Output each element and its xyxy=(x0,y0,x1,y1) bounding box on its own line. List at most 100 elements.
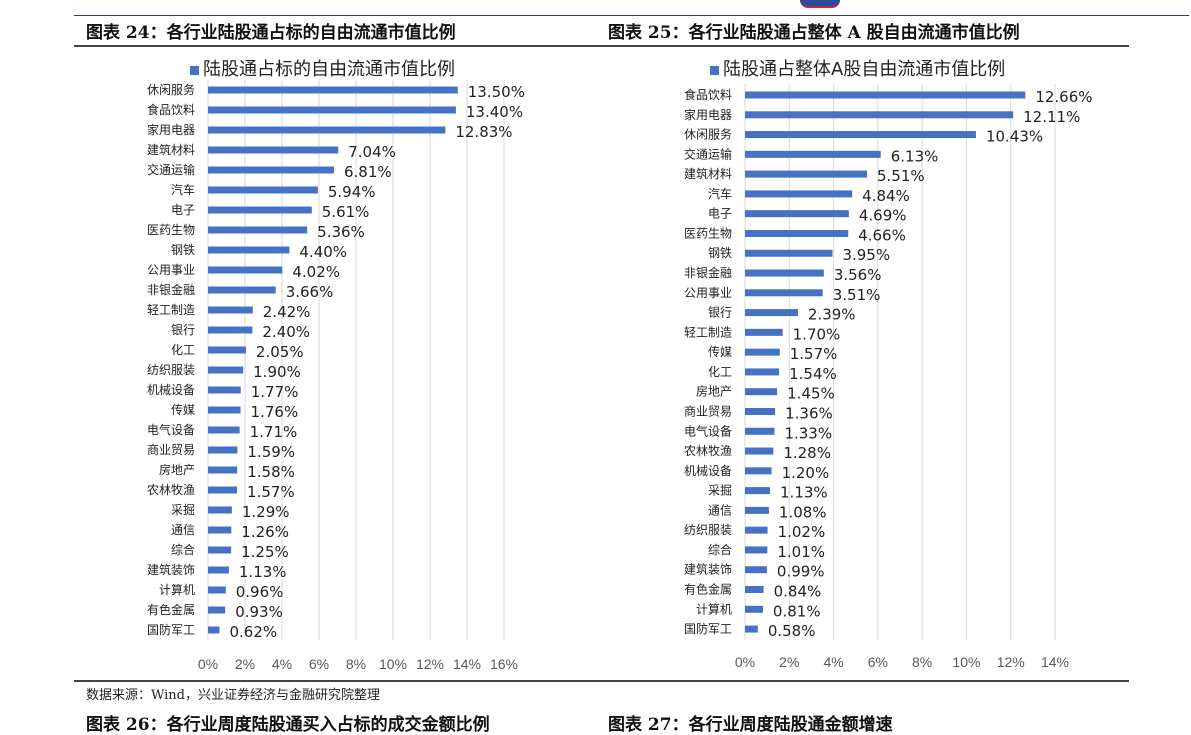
data-label: 4.02% xyxy=(292,263,340,281)
category-label: 计算机 xyxy=(696,601,732,616)
bar xyxy=(208,346,246,354)
category-label: 非银金融 xyxy=(147,282,195,297)
bar xyxy=(208,586,226,594)
category-label: 银行 xyxy=(708,306,732,320)
bar xyxy=(208,226,308,234)
category-label: 钢铁 xyxy=(708,246,732,260)
category-label: 公用事业 xyxy=(147,263,195,277)
category-label: 纺织服装 xyxy=(684,523,732,537)
bar xyxy=(745,210,849,218)
data-label: 1.45% xyxy=(787,385,835,403)
bar xyxy=(208,386,241,394)
left-legend: 陆股通占标的自由流通市值比例 xyxy=(190,55,455,81)
data-label: 0.99% xyxy=(777,563,825,581)
category-label: 传媒 xyxy=(708,344,732,359)
x-tick-label: 2% xyxy=(779,654,799,670)
bar xyxy=(208,366,244,374)
data-label: 0.62% xyxy=(229,623,277,641)
right-legend: 陆股通占整体A股自由流通市值比例 xyxy=(710,55,1005,81)
bar xyxy=(745,487,771,495)
category-label: 交通运输 xyxy=(684,146,732,161)
category-label: 建筑装饰 xyxy=(684,562,732,577)
bar xyxy=(745,467,772,475)
bar xyxy=(208,306,253,314)
category-label: 国防军工 xyxy=(147,622,195,637)
bar xyxy=(208,86,458,94)
data-label: 1.13% xyxy=(780,484,828,502)
title-rule xyxy=(74,45,1129,47)
bar xyxy=(208,206,312,214)
bar xyxy=(745,407,776,415)
data-label: 1.76% xyxy=(251,403,299,421)
bar xyxy=(745,309,798,317)
data-label: 1.57% xyxy=(247,483,295,501)
category-label: 汽车 xyxy=(171,182,195,197)
data-label: 5.51% xyxy=(877,167,925,185)
category-label: 有色金属 xyxy=(684,582,732,597)
top-rule xyxy=(74,15,1189,16)
bar xyxy=(745,506,769,514)
category-label: 食品饮料 xyxy=(684,87,732,102)
bar xyxy=(208,466,238,474)
category-label: 电气设备 xyxy=(147,422,195,437)
source-rule xyxy=(74,680,1129,682)
category-label: 非银金融 xyxy=(684,265,732,280)
data-label: 3.56% xyxy=(834,266,882,284)
data-label: 0.81% xyxy=(773,602,821,620)
category-label: 交通运输 xyxy=(147,162,195,177)
category-label: 医药生物 xyxy=(684,226,732,240)
bar xyxy=(745,368,780,376)
bar xyxy=(745,328,783,336)
bar xyxy=(745,249,833,257)
bar xyxy=(745,190,853,198)
data-label: 1.71% xyxy=(250,423,298,441)
data-label: 4.84% xyxy=(862,187,910,205)
bar xyxy=(208,126,446,134)
bar xyxy=(208,266,283,274)
category-label: 休闲服务 xyxy=(684,127,732,142)
bar xyxy=(208,626,220,634)
bar xyxy=(745,348,780,356)
category-label: 食品饮料 xyxy=(147,102,195,117)
data-label: 1.90% xyxy=(253,363,301,381)
category-label: 化工 xyxy=(708,365,732,379)
bar xyxy=(208,326,253,334)
data-label: 3.95% xyxy=(842,246,890,264)
category-label: 钢铁 xyxy=(171,243,195,257)
bar xyxy=(745,388,778,396)
bar xyxy=(745,566,767,574)
data-label: 6.81% xyxy=(344,163,392,181)
data-label: 0.84% xyxy=(774,583,822,601)
category-label: 建筑材料 xyxy=(684,166,732,181)
category-label: 通信 xyxy=(171,523,195,537)
category-label: 轻工制造 xyxy=(684,325,732,339)
category-label: 家用电器 xyxy=(684,107,732,122)
bar xyxy=(208,146,339,154)
bar xyxy=(745,111,1014,119)
category-label: 银行 xyxy=(171,323,195,337)
data-label: 2.39% xyxy=(808,306,856,324)
category-label: 电气设备 xyxy=(684,423,732,438)
data-label: 1.70% xyxy=(793,325,841,343)
legend-label: 陆股通占标的自由流通市值比例 xyxy=(203,59,455,80)
data-label: 4.40% xyxy=(299,243,347,261)
legend-label: 陆股通占整体A股自由流通市值比例 xyxy=(723,59,1006,80)
bar xyxy=(208,446,238,454)
data-label: 1.59% xyxy=(247,443,295,461)
left-chart-title: 图表 24：各行业陆股通占标的自由流通市值比例 xyxy=(86,23,456,43)
bar xyxy=(745,526,768,534)
category-label: 轻工制造 xyxy=(147,303,195,317)
data-label: 5.61% xyxy=(322,203,370,221)
category-label: 综合 xyxy=(171,542,195,557)
data-label: 0.58% xyxy=(768,622,816,640)
bar xyxy=(208,546,232,554)
bar xyxy=(745,229,849,237)
category-label: 国防军工 xyxy=(684,621,732,636)
bar xyxy=(208,246,290,254)
data-label: 10.43% xyxy=(986,128,1043,146)
data-label: 1.54% xyxy=(789,365,837,383)
bar xyxy=(208,526,232,534)
category-label: 通信 xyxy=(708,503,732,517)
data-label: 3.66% xyxy=(286,283,334,301)
